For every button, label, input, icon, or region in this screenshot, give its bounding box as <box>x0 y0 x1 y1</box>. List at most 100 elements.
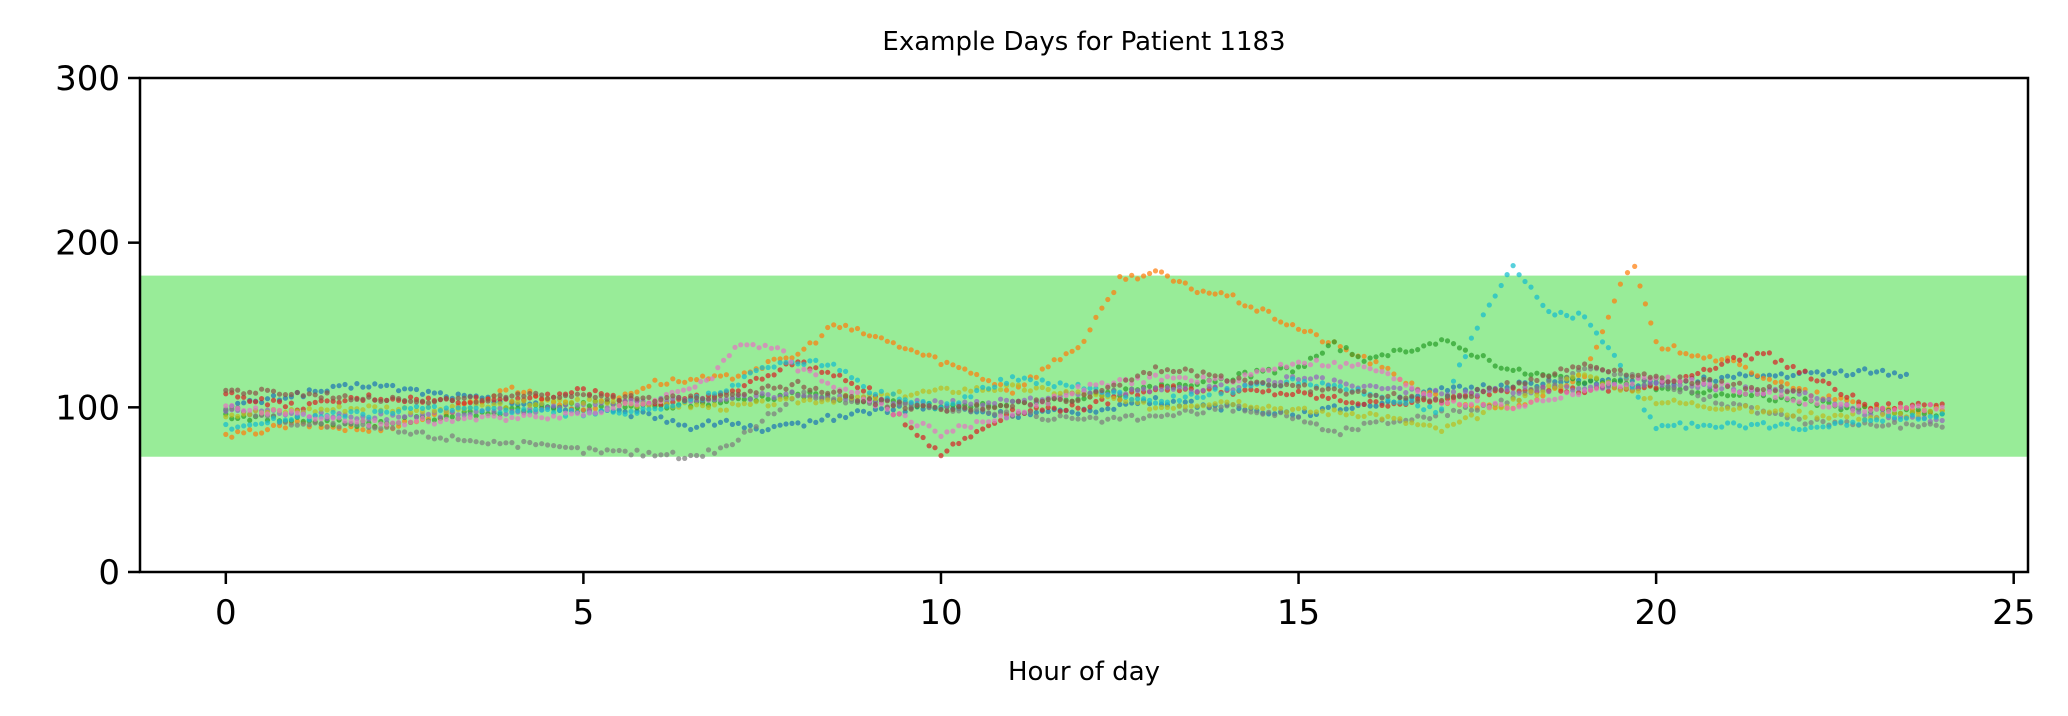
data-point <box>1349 389 1355 395</box>
data-point <box>306 391 312 397</box>
data-point <box>1444 400 1451 406</box>
data-point <box>741 391 747 397</box>
data-point <box>1057 390 1063 396</box>
data-point <box>1897 416 1904 423</box>
data-point <box>1653 425 1659 432</box>
data-point <box>1826 380 1832 387</box>
data-point <box>1361 401 1367 407</box>
data-point <box>1921 408 1927 414</box>
data-point <box>872 401 879 408</box>
data-point <box>1617 378 1623 384</box>
data-point <box>1081 396 1087 402</box>
data-point <box>860 408 867 414</box>
data-point <box>1742 425 1749 431</box>
data-point <box>1885 372 1892 378</box>
data-point <box>443 405 449 411</box>
data-point <box>1290 382 1296 388</box>
data-point <box>1224 378 1230 384</box>
data-point <box>1677 350 1683 356</box>
data-point <box>1778 411 1784 417</box>
data-point <box>753 367 759 374</box>
data-point <box>1069 348 1075 354</box>
data-point <box>747 422 753 429</box>
data-point <box>1212 401 1218 407</box>
data-point <box>318 388 324 394</box>
data-point <box>705 396 712 402</box>
data-point <box>1641 371 1647 377</box>
data-point <box>914 432 920 438</box>
data-point <box>1284 409 1290 415</box>
data-point <box>747 427 753 434</box>
data-point <box>521 389 527 395</box>
data-point <box>1433 425 1439 431</box>
data-point <box>247 407 253 413</box>
data-point <box>545 442 551 448</box>
data-point <box>1051 384 1057 390</box>
data-point <box>866 333 873 339</box>
data-point <box>1719 424 1725 430</box>
data-point <box>747 396 753 402</box>
data-point <box>711 422 718 428</box>
data-point <box>1170 393 1176 399</box>
data-point <box>1290 369 1296 375</box>
data-point <box>801 384 807 390</box>
data-point <box>1063 414 1069 420</box>
data-point <box>1814 424 1820 430</box>
data-point <box>1844 419 1850 425</box>
data-point <box>1152 372 1159 378</box>
data-point <box>1605 345 1611 351</box>
data-point <box>1486 357 1492 363</box>
data-point <box>604 396 610 402</box>
data-point <box>491 413 497 419</box>
data-point <box>1784 374 1790 380</box>
data-point <box>1623 381 1629 388</box>
data-point <box>1719 378 1725 384</box>
data-point <box>1039 398 1045 405</box>
data-point <box>1015 414 1022 420</box>
data-point <box>1880 405 1886 412</box>
data-point <box>1468 401 1474 407</box>
data-point <box>551 413 557 419</box>
data-point <box>1802 390 1808 396</box>
data-point <box>1725 373 1731 379</box>
data-point <box>872 333 879 340</box>
data-point <box>574 391 581 397</box>
data-point <box>1611 381 1617 387</box>
data-point <box>1492 386 1498 392</box>
data-point <box>1576 386 1582 392</box>
data-point <box>1599 382 1606 389</box>
data-point <box>1015 408 1022 414</box>
data-point <box>1117 416 1123 422</box>
data-point <box>1045 380 1051 387</box>
data-point <box>1868 407 1874 413</box>
data-point <box>1648 320 1654 326</box>
data-point <box>723 388 730 394</box>
data-point <box>598 398 604 404</box>
data-point <box>384 409 390 415</box>
data-point <box>1003 403 1010 409</box>
data-point <box>318 410 324 416</box>
data-point <box>592 447 598 453</box>
data-point <box>402 405 408 411</box>
data-point <box>1808 376 1814 382</box>
data-point <box>741 425 747 431</box>
data-point <box>1045 396 1051 403</box>
data-point <box>1665 384 1671 390</box>
data-point <box>741 429 747 435</box>
y-tick-label: 100 <box>55 388 120 428</box>
data-point <box>1933 414 1939 420</box>
data-point <box>968 401 974 407</box>
data-point <box>592 398 598 404</box>
data-point <box>378 421 384 427</box>
data-point <box>1880 423 1886 429</box>
data-point <box>1164 374 1170 380</box>
data-point <box>1027 377 1033 383</box>
data-point <box>968 407 974 413</box>
data-point <box>1218 382 1224 388</box>
data-point <box>580 450 587 456</box>
data-point <box>1307 355 1314 361</box>
data-point <box>729 395 736 401</box>
data-point <box>729 391 736 397</box>
data-point <box>557 407 563 413</box>
data-point <box>1415 413 1421 419</box>
